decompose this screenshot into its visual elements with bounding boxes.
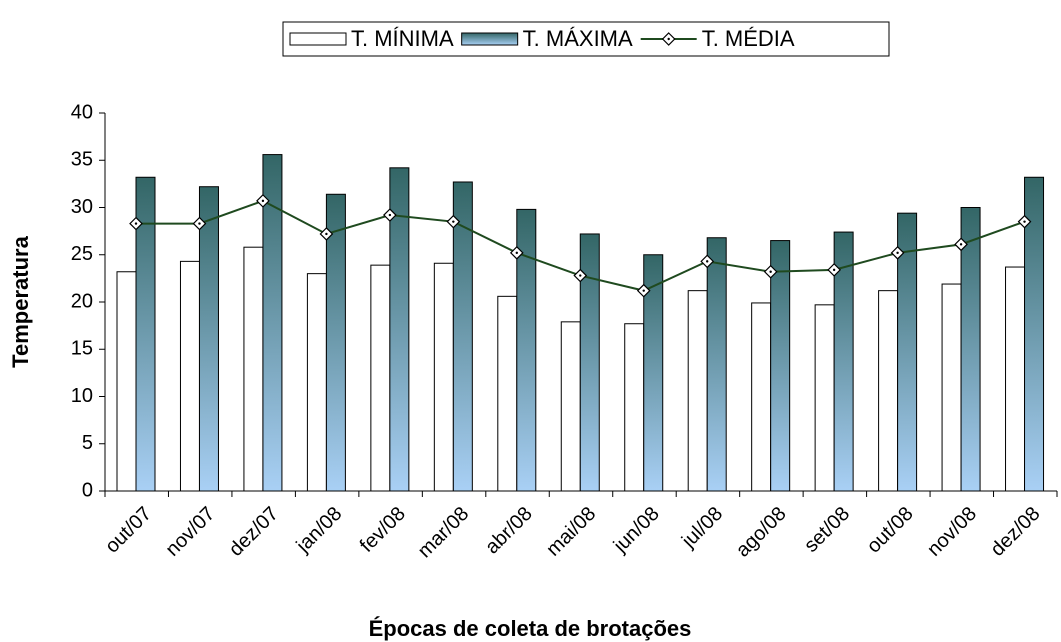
- x-tick-label: out/07: [101, 503, 156, 558]
- x-tick-label: fev/08: [356, 503, 410, 557]
- x-tick-label: ago/08: [732, 503, 791, 562]
- marker-dot: [134, 222, 138, 225]
- bar: [624, 323, 645, 492]
- y-tick-label: 0: [82, 479, 93, 501]
- x-tick-label: set/08: [800, 503, 854, 557]
- bar: [370, 264, 391, 492]
- marker-dot: [1023, 220, 1026, 223]
- bar: [497, 295, 518, 492]
- bar: [941, 283, 962, 492]
- bar: [452, 181, 473, 492]
- marker-dot: [667, 37, 670, 41]
- x-tick-label: mar/08: [414, 503, 474, 563]
- bar: [116, 271, 137, 492]
- y-tick-label: 10: [71, 385, 93, 407]
- bar: [560, 321, 581, 492]
- markers: [129, 194, 1032, 298]
- legend-label: T. MÁXIMA: [523, 26, 633, 51]
- y-tick-label: 40: [71, 101, 93, 123]
- marker-dot: [769, 270, 772, 273]
- bar: [643, 254, 664, 492]
- bar: [814, 304, 835, 492]
- bar: [770, 240, 791, 492]
- bar: [579, 233, 600, 492]
- bar: [433, 262, 454, 492]
- legend: T. MÍNIMA T. MÁXIMA T. MÉDIA: [282, 21, 890, 57]
- bar: [325, 193, 346, 492]
- marker-dot: [959, 243, 963, 246]
- x-tick-label: dez/08: [987, 503, 1045, 561]
- x-tick-label: nov/07: [161, 503, 219, 561]
- y-tick-label: 35: [71, 149, 93, 171]
- bar: [878, 290, 899, 492]
- x-tick-label: nov/08: [923, 503, 981, 561]
- y-tick-label: 25: [71, 243, 93, 265]
- marker-dot: [832, 268, 836, 272]
- bar: [897, 212, 918, 492]
- marker-dot: [452, 220, 455, 223]
- y-axis-title: Temperatura: [8, 235, 33, 367]
- bar: [306, 273, 327, 492]
- bar: [135, 176, 156, 492]
- y-tick-label: 20: [71, 290, 93, 312]
- legend-box: [282, 21, 890, 57]
- bar: [262, 154, 283, 492]
- legend-label: T. MÉDIA: [702, 26, 795, 51]
- marker-dot: [388, 213, 392, 217]
- x-tick-label: jan/08: [292, 503, 347, 558]
- x-tick-label: abr/08: [481, 503, 537, 559]
- legend-swatch: [461, 32, 519, 46]
- marker-dot: [706, 260, 709, 263]
- x-tick-label: jul/08: [677, 503, 727, 553]
- marker-dot: [642, 289, 645, 292]
- x-tick-label: dez/07: [225, 503, 283, 561]
- y-tick-label: 15: [71, 338, 93, 360]
- bar: [960, 207, 981, 492]
- bar: [706, 237, 727, 492]
- marker-dot: [261, 199, 265, 203]
- marker-dot: [325, 232, 328, 236]
- bar: [833, 231, 854, 492]
- legend-label: T. MÍNIMA: [351, 26, 454, 51]
- x-tick-label: out/08: [863, 503, 918, 558]
- y-tick-label: 5: [82, 432, 93, 454]
- bar: [198, 186, 219, 492]
- legend-swatch: [289, 32, 347, 46]
- x-tick-label: jun/08: [609, 503, 664, 558]
- y-tick-label: 30: [71, 196, 93, 218]
- bar: [1024, 176, 1045, 492]
- x-axis-title: Épocas de coleta de brotações: [369, 616, 692, 641]
- bar: [751, 302, 772, 492]
- x-tick-label: mai/08: [542, 503, 600, 561]
- bar: [179, 260, 200, 492]
- marker-dot: [198, 222, 201, 225]
- bar: [516, 208, 537, 492]
- bar: [389, 167, 410, 492]
- marker-dot: [515, 251, 518, 255]
- marker-dot: [896, 251, 899, 255]
- marker-dot: [579, 274, 582, 277]
- bar: [687, 290, 708, 492]
- bar: [243, 246, 264, 492]
- bar: [1005, 266, 1026, 492]
